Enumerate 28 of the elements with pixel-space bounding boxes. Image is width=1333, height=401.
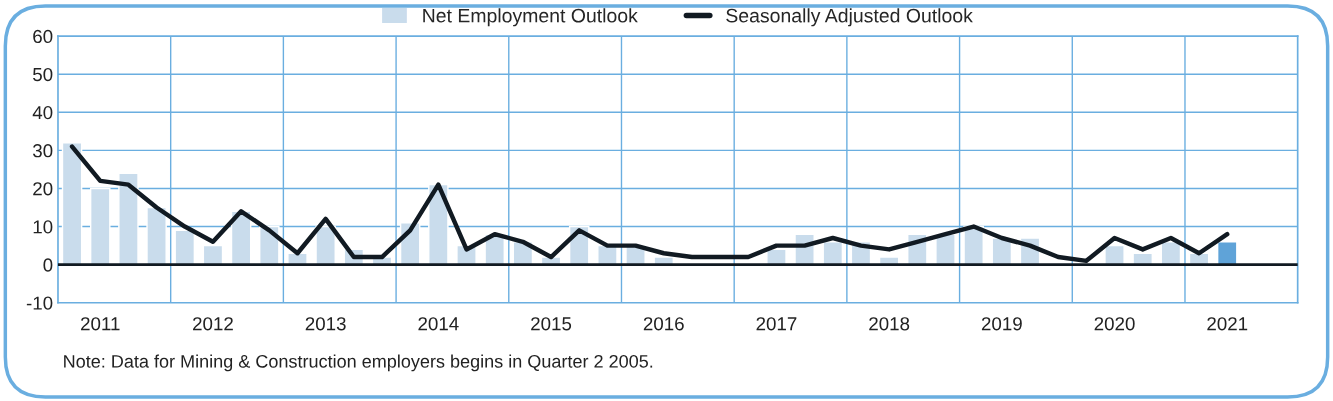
text: Note: Data for Mining & Construction employers begins in Quarter 2 2005. — [64, 354, 653, 372]
y-tick-label: 50 — [33, 67, 53, 82]
y-tick-label: -10 — [26, 296, 53, 310]
bar — [1216, 241, 1238, 266]
bar — [174, 229, 196, 266]
x-tick-label: 2019 — [981, 317, 1022, 331]
x-tick-label: 2020 — [1094, 317, 1135, 331]
bar — [118, 172, 139, 266]
bar — [146, 206, 167, 266]
legend-label: Seasonally Adjusted Outlook — [726, 8, 973, 27]
x-tick-label: 2012 — [193, 317, 233, 331]
x-tick-label: 2017 — [756, 317, 797, 331]
bar — [61, 142, 83, 266]
x-tick-label: 2014 — [418, 317, 459, 331]
legend-label: Net Employment Outlook — [423, 8, 638, 27]
x-tick-label: 2016 — [643, 317, 684, 331]
x-tick-label: 2011 — [81, 317, 120, 331]
y-tick-label: 10 — [33, 220, 53, 234]
x-tick-label: 2018 — [869, 317, 910, 331]
x-tick-label: 2013 — [305, 317, 346, 331]
y-tick-label: 30 — [32, 144, 53, 158]
x-tick-label: 2015 — [531, 317, 572, 331]
y-tick-label: 20 — [33, 182, 53, 196]
y-tick-label: 0 — [43, 258, 53, 272]
bar — [89, 187, 111, 266]
y-tick-label: 60 — [33, 29, 53, 44]
y-tick-label: 40 — [32, 105, 53, 120]
x-tick-label: 2021 — [1207, 317, 1248, 331]
